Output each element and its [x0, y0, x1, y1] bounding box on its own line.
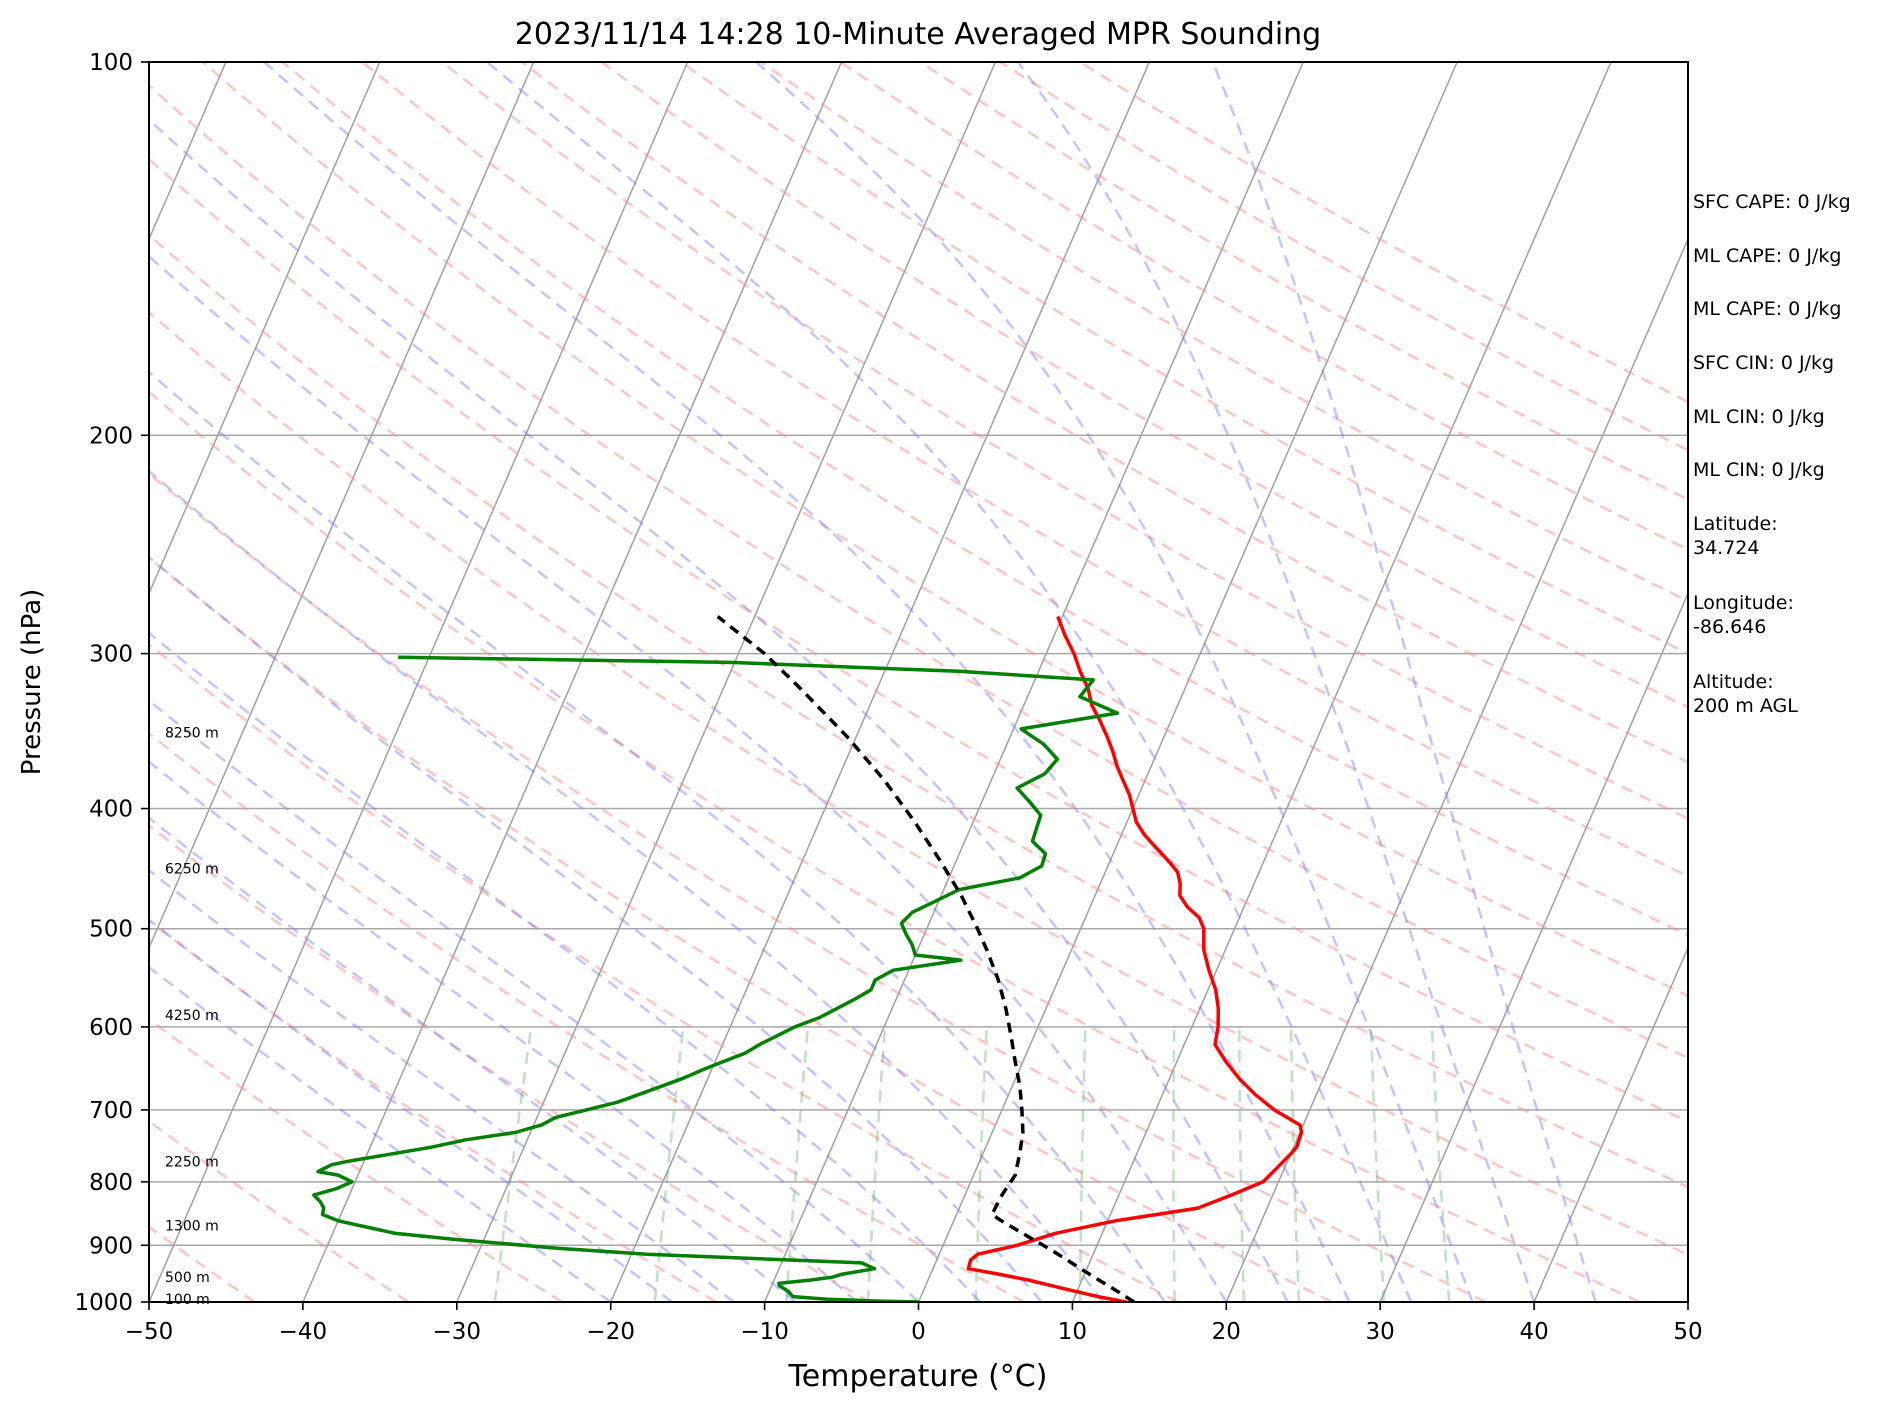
isotherm-line — [149, 62, 381, 596]
height-label: 8250 m — [165, 726, 219, 742]
moist-adiabat — [149, 698, 920, 1302]
x-tick-label: 30 — [1366, 1319, 1395, 1345]
mixing-ratio-line — [866, 1026, 887, 1302]
dry-adiabat — [361, 62, 1688, 878]
height-label: 6250 m — [165, 862, 219, 878]
moist-adiabat — [149, 118, 1289, 1302]
y-tick-label: 300 — [89, 642, 133, 668]
isotherm-line — [1225, 237, 1688, 1302]
sfc-cin-text: SFC CIN: 0 J/kg — [1693, 352, 1835, 374]
isotherm-line — [149, 62, 689, 1302]
dry-adiabat — [149, 1017, 563, 1302]
height-label: 2250 m — [165, 1155, 219, 1171]
moist-adiabat — [149, 760, 858, 1302]
dry-adiabat — [600, 62, 1688, 709]
height-label: 500 m — [165, 1270, 210, 1286]
y-tick-label: 800 — [89, 1170, 133, 1196]
height-label: 100 m — [165, 1292, 210, 1308]
longitude-text: Longitude: -86.646 — [1693, 592, 1794, 638]
dry-adiabat — [149, 157, 1688, 1124]
ml-cape-text-2: ML CAPE: 0 J/kg — [1693, 298, 1842, 320]
moist-adiabat — [149, 918, 674, 1302]
y-tick-label: 400 — [89, 797, 133, 823]
moist-adiabat — [149, 254, 1228, 1302]
chart-title: 2023/11/14 14:28 10-Minute Averaged MPR … — [515, 17, 1321, 52]
isotherm-line — [456, 62, 997, 1302]
x-axis-label: Temperature (°C) — [788, 1359, 1048, 1394]
y-tick-label: 600 — [89, 1015, 133, 1041]
dry-adiabat — [149, 83, 1688, 1060]
isotherm-line — [302, 62, 843, 1302]
x-tick-label: −10 — [740, 1319, 789, 1345]
isotherm-line — [610, 62, 1151, 1302]
x-tick-label: 20 — [1212, 1319, 1241, 1345]
y-tick-label: 100 — [89, 50, 133, 76]
mixing-ratio-line — [974, 1026, 989, 1302]
moist-adiabat — [486, 62, 1413, 1302]
temperature-profile-line — [966, 615, 1304, 1302]
x-tick-label: 0 — [911, 1319, 926, 1345]
mixing-ratio-line — [785, 1026, 810, 1302]
x-tick-label: 10 — [1058, 1319, 1087, 1345]
mixing-ratio-line — [1430, 1026, 1451, 1302]
dry-adiabat — [149, 310, 1688, 1257]
y-tick-label: 1000 — [74, 1290, 133, 1316]
dry-adiabat — [149, 824, 871, 1302]
x-tick-label: 40 — [1519, 1319, 1548, 1345]
moist-adiabat — [149, 631, 982, 1302]
dry-adiabat — [201, 62, 1688, 998]
isotherm-line — [763, 62, 1304, 1302]
y-tick-label: 500 — [89, 917, 133, 943]
mixing-ratio-line — [1369, 1026, 1386, 1302]
mixing-ratio-line — [1172, 1026, 1176, 1302]
moist-adiabat — [149, 370, 1166, 1302]
isotherm-line — [1071, 62, 1612, 1302]
mixing-ratio-line — [653, 1026, 685, 1302]
x-tick-label: −50 — [125, 1319, 174, 1345]
ml-cin-text-2: ML CIN: 0 J/kg — [1693, 459, 1825, 481]
dry-adiabat — [149, 919, 717, 1302]
dry-adiabat — [441, 62, 1688, 820]
moist-adiabat — [755, 62, 1474, 1302]
y-tick-label: 200 — [89, 423, 133, 449]
isotherm-line — [149, 62, 535, 950]
mixing-ratio-line — [493, 1026, 533, 1302]
moist-adiabat — [149, 868, 735, 1302]
moist-adiabat — [263, 62, 1351, 1302]
moist-adiabat — [1211, 62, 1597, 1302]
moist-adiabat — [149, 555, 1043, 1302]
dewpoint-profile-line — [312, 655, 1120, 1302]
y-tick-label: 900 — [89, 1233, 133, 1259]
ml-cin-text: ML CIN: 0 J/kg — [1693, 406, 1825, 428]
mixing-ratio-line — [1289, 1026, 1301, 1302]
sfc-cape-text: SFC CAPE: 0 J/kg — [1693, 191, 1851, 213]
moist-adiabat — [1016, 62, 1536, 1302]
x-tick-label: 50 — [1673, 1319, 1702, 1345]
dry-adiabat — [149, 556, 1333, 1302]
dry-adiabat — [149, 642, 1179, 1302]
dry-adiabat — [149, 731, 1025, 1302]
moist-adiabat — [149, 469, 1105, 1302]
x-tick-label: −40 — [279, 1319, 328, 1345]
dry-adiabat — [680, 62, 1688, 655]
latitude-text: Latitude: 34.724 — [1693, 513, 1778, 559]
y-tick-label: 700 — [89, 1098, 133, 1124]
isotherm-line — [917, 62, 1458, 1302]
moist-adiabat — [149, 965, 612, 1302]
x-tick-label: −20 — [586, 1319, 635, 1345]
height-label: 4250 m — [165, 1008, 219, 1024]
mixing-ratio-line — [1079, 1026, 1087, 1302]
altitude-text: Altitude: 200 m AGL — [1693, 671, 1798, 717]
dry-adiabat — [149, 390, 1641, 1302]
moist-adiabat — [149, 816, 797, 1302]
isotherm-line — [1379, 591, 1688, 1302]
height-label: 1300 m — [165, 1218, 219, 1234]
x-tick-label: −30 — [433, 1319, 482, 1345]
mixing-ratio-line — [1238, 1026, 1246, 1302]
ml-cape-text: ML CAPE: 0 J/kg — [1693, 245, 1842, 267]
y-axis-label: Pressure (hPa) — [17, 589, 47, 776]
isotherm-line — [1533, 945, 1688, 1302]
